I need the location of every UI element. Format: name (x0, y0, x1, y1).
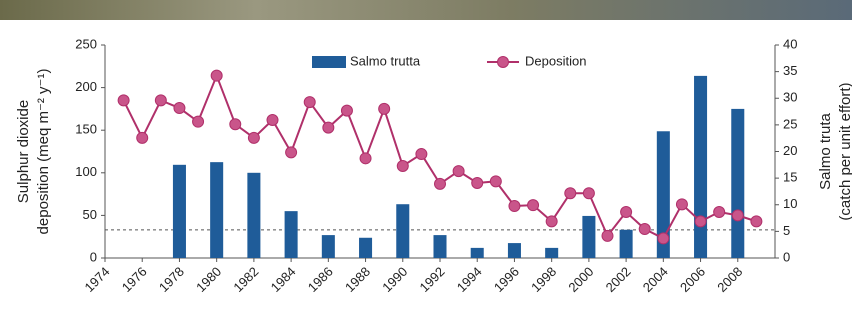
legend-label: Deposition (525, 53, 586, 68)
marker (230, 119, 241, 130)
bar (582, 216, 595, 258)
marker (490, 176, 501, 187)
marker (658, 233, 669, 244)
y2-tick-label: 30 (783, 90, 797, 105)
legend-label: Salmo trutta (350, 53, 421, 68)
marker (546, 216, 557, 227)
marker (695, 216, 706, 227)
marker (174, 103, 185, 114)
bar (322, 235, 335, 258)
marker (416, 149, 427, 160)
x-tick-label: 2008 (714, 264, 745, 295)
bar (620, 230, 633, 258)
marker (267, 114, 278, 125)
y2-tick-label: 15 (783, 170, 797, 185)
bar (359, 238, 372, 258)
bar (508, 243, 521, 258)
bar (173, 165, 186, 258)
x-tick-label: 1986 (305, 264, 336, 295)
marker (435, 178, 446, 189)
marker (304, 97, 315, 108)
marker (714, 206, 725, 217)
bar (396, 204, 409, 258)
y-tick-label: 50 (83, 207, 97, 222)
marker (193, 116, 204, 127)
marker (286, 147, 297, 158)
marker (453, 166, 464, 177)
marker (565, 188, 576, 199)
marker (360, 153, 371, 164)
marker (639, 224, 650, 235)
y2-tick-label: 20 (783, 143, 797, 158)
x-tick-label: 1996 (491, 264, 522, 295)
x-tick-label: 2004 (640, 264, 671, 295)
marker (397, 160, 408, 171)
marker (528, 200, 539, 211)
marker (621, 206, 632, 217)
photo-strip (0, 0, 852, 20)
x-tick-label: 1990 (379, 264, 410, 295)
x-tick-label: 1978 (156, 264, 187, 295)
x-tick-label: 1994 (454, 264, 485, 295)
y-tick-label: 200 (75, 79, 97, 94)
y-tick-label: 100 (75, 164, 97, 179)
x-tick-label: 1988 (342, 264, 373, 295)
x-tick-label: 1980 (193, 264, 224, 295)
marker (602, 230, 613, 241)
y-tick-label: 150 (75, 122, 97, 137)
marker (583, 188, 594, 199)
marker (509, 201, 520, 212)
x-tick-label: 1974 (81, 264, 112, 295)
x-tick-label: 1992 (416, 264, 447, 295)
y-axis-label: Sulphur dioxide (15, 100, 32, 203)
bar (210, 162, 223, 258)
x-tick-label: 1998 (528, 264, 559, 295)
x-tick-label: 2000 (565, 264, 596, 295)
y2-tick-label: 5 (783, 223, 790, 238)
marker (155, 95, 166, 106)
chart: 0501001502002500510152025303540197419761… (0, 0, 852, 310)
y2-tick-label: 25 (783, 116, 797, 131)
x-tick-label: 1982 (230, 264, 261, 295)
bar (247, 173, 260, 258)
marker (211, 70, 222, 81)
marker (751, 216, 762, 227)
x-tick-label: 1984 (268, 264, 299, 295)
marker (341, 105, 352, 116)
marker (472, 178, 483, 189)
y-tick-label: 0 (90, 249, 97, 264)
marker (137, 132, 148, 143)
bar (433, 235, 446, 258)
marker (732, 210, 743, 221)
x-tick-label: 1976 (119, 264, 150, 295)
bar (471, 248, 484, 258)
y2-tick-label: 0 (783, 249, 790, 264)
y2-tick-label: 10 (783, 196, 797, 211)
y2-tick-label: 35 (783, 63, 797, 78)
y-tick-label: 250 (75, 36, 97, 51)
marker (379, 103, 390, 114)
bar (731, 109, 744, 258)
x-tick-label: 2002 (603, 264, 634, 295)
y-axis-label: deposition (meq m⁻² y⁻¹) (35, 69, 52, 235)
marker (323, 122, 334, 133)
y2-tick-label: 40 (783, 36, 797, 51)
marker (248, 132, 259, 143)
bar (285, 211, 298, 258)
y2-axis-label: (catch per unit effort) (837, 82, 852, 220)
marker (676, 199, 687, 210)
legend-swatch (312, 56, 346, 68)
marker (118, 95, 129, 106)
bar (694, 76, 707, 258)
bar (545, 248, 558, 258)
legend-swatch (498, 57, 509, 68)
y2-axis-label: Salmo truta (817, 112, 834, 189)
x-tick-label: 2006 (677, 264, 708, 295)
